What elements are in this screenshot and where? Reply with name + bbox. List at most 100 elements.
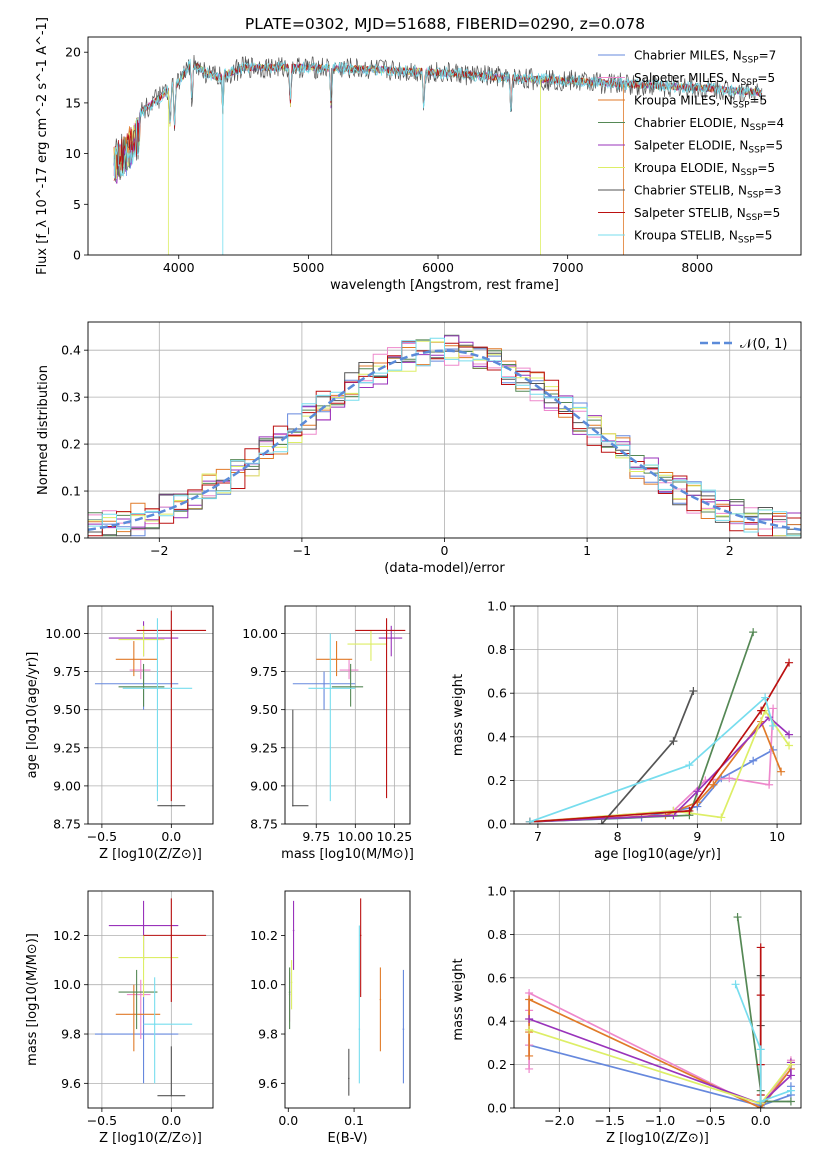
legend-eq: =: [757, 161, 767, 175]
y-tick-label: 9.6: [258, 1076, 278, 1091]
data-marker: [756, 1045, 765, 1054]
data-marker: [777, 767, 786, 776]
y-tick-label: 0.2: [487, 773, 507, 788]
data-point: [348, 669, 350, 671]
axes-frame: [87, 36, 802, 256]
panel-age-vs-mass: 9.75 10.00 10.258.759.009.259.509.7510.00m…: [242, 605, 414, 862]
legend-subscript: SSP: [741, 168, 758, 178]
data-point: [170, 804, 173, 807]
data-point: [385, 629, 388, 632]
x-tick-label: −0.5: [695, 1113, 725, 1128]
legend-label: Chabrier STELIB, NSSP=3: [634, 184, 782, 201]
axes-frame: [284, 605, 411, 825]
y-tick-label: 0.2: [61, 437, 81, 452]
x-axis-label: age [log10(age/yr)]: [594, 847, 721, 862]
data-point: [402, 1028, 405, 1030]
y-tick-label: 0.0: [487, 817, 507, 832]
legend-label: Kroupa STELIB, NSSP=5: [634, 229, 772, 246]
series-line: [529, 631, 755, 823]
legend-model: Kroupa MILES: [634, 94, 716, 108]
legend-model: Salpeter ELODIE: [634, 139, 732, 153]
data-marker: [756, 1097, 765, 1106]
data-marker: [761, 693, 770, 702]
axes-frame: [513, 605, 802, 825]
axes-frame: [87, 605, 214, 825]
axes-frame: [87, 321, 802, 539]
y-tick-label: 0.4: [61, 343, 81, 358]
data-marker: [525, 1064, 534, 1073]
panel-mass-vs-ebv: 0.0 0.1 9.6 9.8 10.0 10.2 E(B-V): [250, 890, 411, 1146]
data-point: [379, 998, 382, 1001]
legend-n-prefix: , N: [729, 206, 746, 220]
legend-n: 5: [767, 161, 775, 175]
legend-model: Chabrier ELODIE: [634, 116, 733, 130]
panel-spectrum: 4000 5000 6000 7000 8000 0 5 10 15 20 wavelength […: [35, 17, 802, 293]
y-tick-label: 10: [65, 146, 81, 161]
data-point: [139, 669, 142, 671]
y-tick-label: 9.50: [53, 702, 81, 717]
x-tick-label: 0.0: [161, 829, 181, 844]
data-marker: [785, 730, 794, 739]
x-tick-label: 0: [441, 543, 449, 558]
series-line: [529, 749, 774, 823]
y-tick-label: 0: [73, 248, 81, 263]
legend-model: Salpeter STELIB: [634, 206, 729, 220]
legend-subscript: SSP: [742, 56, 759, 66]
spectrum-line: [113, 58, 763, 179]
y-tick-label: 1.0: [487, 599, 507, 614]
series-line: [529, 696, 774, 823]
x-tick-label: 9.75: [302, 829, 330, 844]
data-marker: [731, 980, 740, 989]
legend-subscript: SSP: [748, 146, 765, 156]
x-tick-label: 2: [726, 543, 734, 558]
plot-area: [514, 891, 801, 1108]
legend-label: Kroupa ELODIE, NSSP=5: [634, 161, 775, 178]
legend-n-prefix: , N: [716, 94, 733, 108]
plot-area: [88, 322, 801, 538]
data-point: [142, 1033, 145, 1035]
data-marker: [756, 943, 765, 952]
data-marker: [525, 1051, 534, 1060]
x-tick-label: −2: [150, 543, 168, 558]
y-tick-label: 9.00: [53, 778, 81, 793]
y-tick-label: 0.4: [487, 729, 507, 744]
y-tick-label: 9.25: [53, 740, 81, 755]
legend-model: Kroupa STELIB: [634, 229, 721, 243]
x-tick-label: 10.00: [337, 829, 373, 844]
y-tick-label: 0.0: [61, 531, 81, 546]
legend-n: 5: [767, 71, 775, 85]
y-tick-label: 9.25: [250, 740, 278, 755]
y-tick-label: 0.6: [487, 970, 507, 985]
x-tick-label: −2.0: [544, 1113, 574, 1128]
data-marker: [693, 787, 702, 796]
y-tick-label: 9.00: [250, 778, 278, 793]
y-axis-label: Flux [f_λ 10^-17 erg cm^-2 s^-1 A^-1]: [35, 17, 50, 275]
legend-n-prefix: , N: [730, 184, 747, 198]
data-point: [370, 643, 372, 645]
data-marker: [757, 706, 766, 715]
x-tick-label: −1: [293, 543, 311, 558]
data-point: [142, 638, 145, 641]
data-point: [133, 1013, 135, 1016]
x-tick-label: 9: [693, 829, 701, 844]
legend-label: Kroupa MILES, NSSP=5: [634, 94, 767, 111]
series-line: [529, 716, 790, 823]
legend-eq: =: [755, 229, 765, 243]
data-marker: [717, 813, 726, 822]
data-point: [133, 658, 135, 661]
plot-area: [285, 606, 410, 824]
legend-n: 5: [775, 139, 783, 153]
x-tick-label: 7000: [552, 260, 584, 275]
x-axis-label: wavelength [Angstrom, rest frame]: [330, 278, 559, 293]
x-tick-label: 0.0: [161, 1113, 181, 1128]
data-marker: [785, 741, 794, 750]
legend-model: Chabrier STELIB: [634, 184, 730, 198]
data-marker: [749, 628, 758, 637]
data-marker: [525, 995, 534, 1004]
histogram-step: [88, 337, 801, 537]
panel-weight-vs-age: 7 8 9 10 0.0 0.2 0.4 0.6 0.8 1.0 age [log10(age/yr…: [451, 599, 802, 862]
series-line: [528, 1018, 792, 1105]
y-tick-label: 15: [65, 95, 81, 110]
